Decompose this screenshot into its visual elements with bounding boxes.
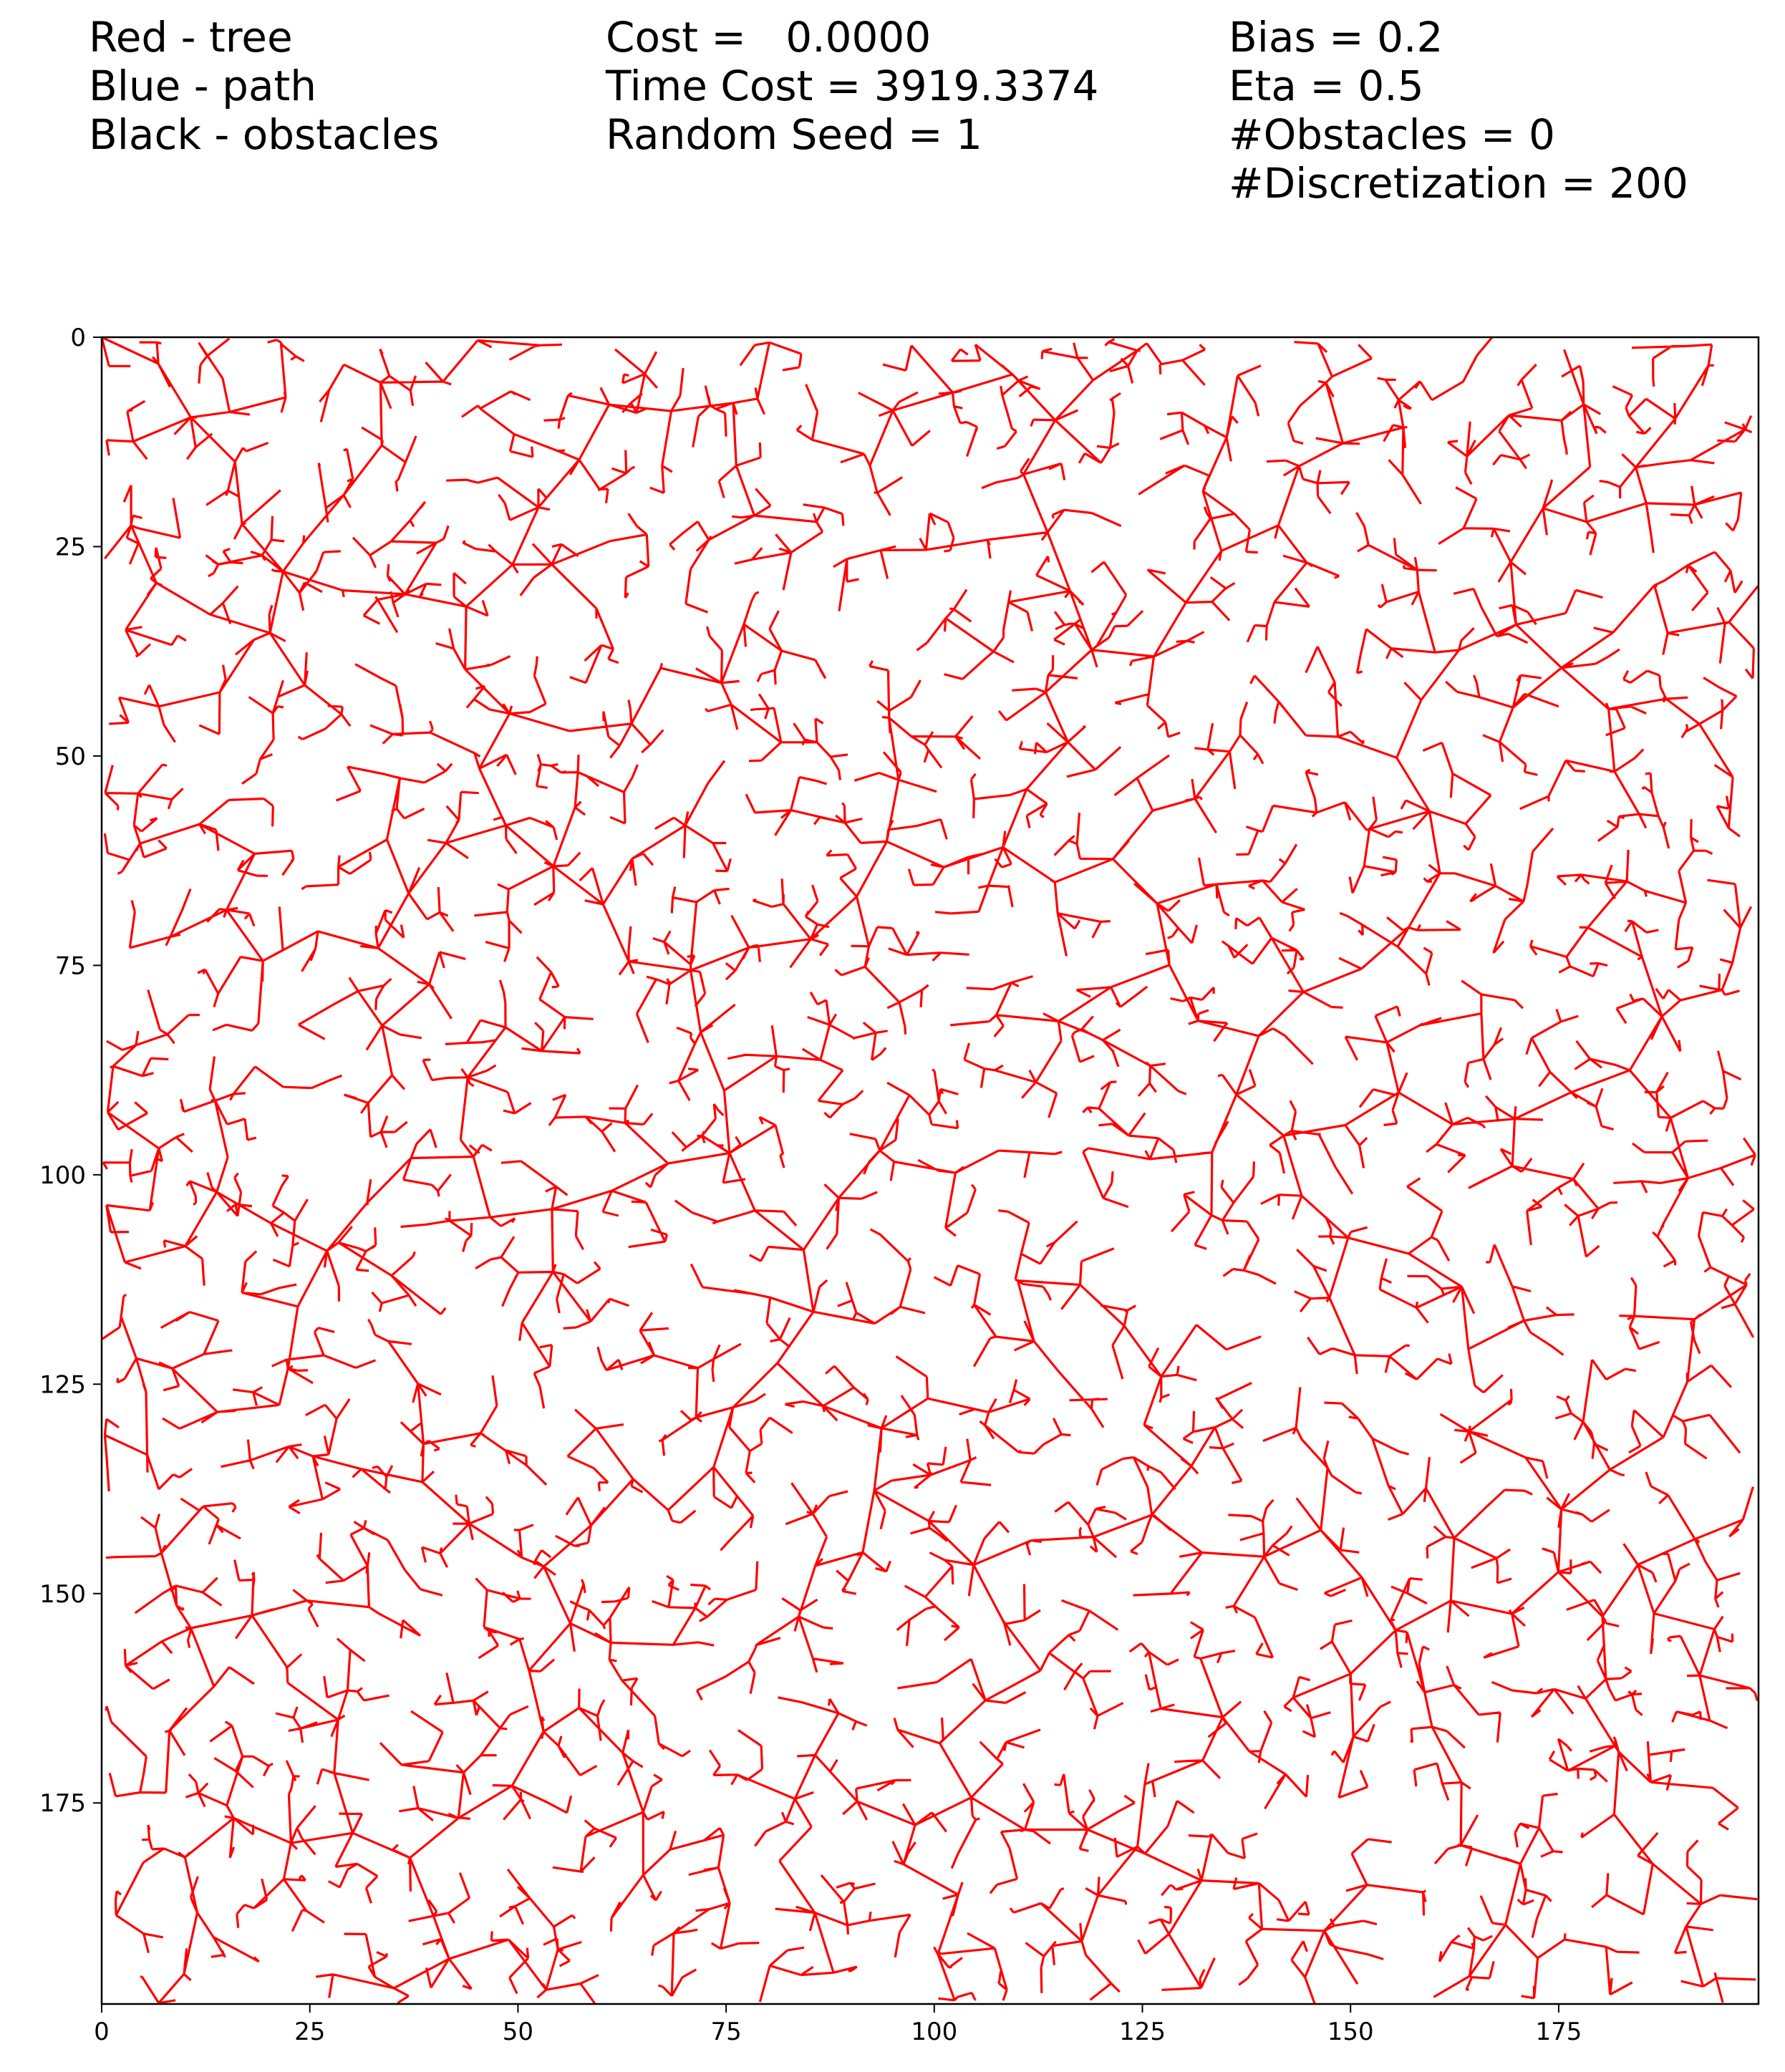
y-tick-label: 175 [39, 1789, 86, 1818]
y-tick-label: 100 [39, 1161, 86, 1190]
x-tick-label: 175 [1535, 2018, 1582, 2046]
cost-text-block: Cost = 0.0000 Time Cost = 3919.3374 Rand… [606, 13, 1098, 159]
cost-label: Cost = 0.0000 [606, 13, 932, 62]
x-tick-label: 0 [94, 2018, 110, 2046]
x-tick-label: 25 [294, 2018, 325, 2046]
time-cost-label: Time Cost = 3919.3374 [606, 62, 1099, 110]
x-tick-label: 125 [1119, 2018, 1166, 2046]
y-tick-label: 125 [39, 1370, 86, 1399]
plot-frame [100, 336, 1760, 2005]
x-tick-label: 100 [911, 2018, 957, 2046]
legend-tree-label: Red - tree [89, 13, 293, 62]
y-tick-label: 25 [55, 533, 86, 561]
x-tick-label: 50 [503, 2018, 533, 2046]
random-seed-label: Random Seed = 1 [606, 110, 982, 159]
legend-text-block: Red - tree Blue - path Black - obstacles [89, 13, 439, 159]
axes: 0 25 50 75 100 125 150 175 0 25 50 75 100 125 150 175 [39, 324, 1582, 2046]
eta-label: Eta = 0.5 [1229, 62, 1424, 110]
x-tick-label: 75 [710, 2018, 741, 2046]
y-tick-label: 0 [70, 324, 86, 352]
legend-obstacles-label: Black - obstacles [89, 110, 440, 159]
bias-label: Bias = 0.2 [1229, 13, 1443, 62]
y-tick-label: 75 [55, 952, 86, 980]
y-tick-label: 50 [55, 742, 86, 771]
obstacles-count-label: #Obstacles = 0 [1229, 110, 1555, 159]
y-tick-label: 150 [39, 1580, 86, 1609]
discretization-label: #Discretization = 200 [1229, 159, 1688, 208]
params-text-block: Bias = 0.2 Eta = 0.5 #Obstacles = 0 #Dis… [1229, 13, 1688, 208]
tree-branch-paths [100, 336, 1759, 2005]
x-tick-label: 150 [1327, 2018, 1374, 2046]
tree-edges [100, 336, 1759, 2005]
legend-path-label: Blue - path [89, 62, 317, 110]
